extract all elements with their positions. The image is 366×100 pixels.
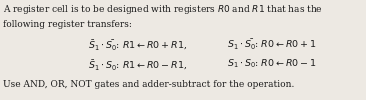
Text: $\bar{S}_1 \cdot S_0$: $R1 \leftarrow R0 - R1$,: $\bar{S}_1 \cdot S_0$: $R1 \leftarrow R0…	[88, 58, 187, 72]
Text: $S_1 \cdot S_0$: $R0 \leftarrow R0 - 1$: $S_1 \cdot S_0$: $R0 \leftarrow R0 - 1$	[227, 58, 317, 70]
Text: $\bar{S}_1 \cdot \bar{S_0}$: $R1 \leftarrow R0 + R1$,: $\bar{S}_1 \cdot \bar{S_0}$: $R1 \leftar…	[88, 38, 187, 52]
Text: Use AND, OR, NOT gates and adder-subtract for the operation.: Use AND, OR, NOT gates and adder-subtrac…	[3, 80, 294, 89]
Text: A register cell is to be designed with registers $R0$ and $R1$ that has the: A register cell is to be designed with r…	[3, 3, 323, 16]
Text: following register transfers:: following register transfers:	[3, 20, 132, 29]
Text: $S_1 \cdot \bar{S_0}$: $R0 \leftarrow R0 + 1$: $S_1 \cdot \bar{S_0}$: $R0 \leftarrow R0…	[227, 38, 317, 52]
